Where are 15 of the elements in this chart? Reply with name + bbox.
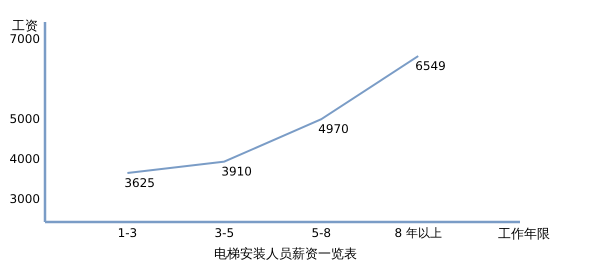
title: 电梯安装人员薪资一览表	[214, 247, 357, 262]
xlabel: 工作年限	[498, 227, 550, 242]
xtick: 8 年以上	[394, 226, 442, 240]
ytick: 3000	[9, 192, 40, 206]
data-label: 3910	[221, 164, 252, 179]
ytick: 7000	[9, 32, 40, 46]
data-label: 3625	[124, 176, 155, 190]
xtick: 3-5	[214, 226, 234, 240]
ytick: 5000	[9, 112, 40, 126]
data-label: 6549	[415, 59, 446, 74]
ytick: 4000	[9, 152, 40, 166]
data-label: 4970	[318, 122, 349, 136]
ylabel: 工资	[12, 19, 38, 34]
xtick: 1-3	[118, 226, 138, 240]
xtick: 5-8	[311, 226, 332, 240]
